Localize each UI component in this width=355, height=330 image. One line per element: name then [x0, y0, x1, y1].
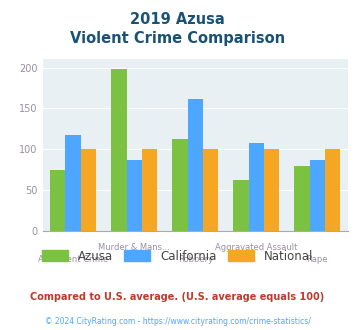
Bar [203, 149, 218, 231]
Bar [126, 160, 142, 231]
Bar [188, 99, 203, 231]
Bar [234, 180, 248, 231]
Bar [111, 69, 126, 231]
Text: © 2024 CityRating.com - https://www.cityrating.com/crime-statistics/: © 2024 CityRating.com - https://www.city… [45, 317, 310, 326]
Text: Robbery: Robbery [178, 255, 213, 264]
Text: Violent Crime Comparison: Violent Crime Comparison [70, 31, 285, 46]
Legend: Azusa, California, National: Azusa, California, National [39, 246, 316, 266]
Text: Aggravated Assault: Aggravated Assault [215, 243, 297, 252]
Text: Rape: Rape [307, 255, 328, 264]
Text: Compared to U.S. average. (U.S. average equals 100): Compared to U.S. average. (U.S. average … [31, 292, 324, 302]
Bar [248, 143, 264, 231]
Bar [50, 170, 66, 231]
Bar [142, 149, 157, 231]
Bar [294, 166, 310, 231]
Bar [81, 149, 96, 231]
Text: Murder & Mans...: Murder & Mans... [98, 243, 170, 252]
Bar [173, 140, 187, 231]
Bar [66, 135, 81, 231]
Bar [264, 149, 279, 231]
Text: 2019 Azusa: 2019 Azusa [130, 12, 225, 26]
Bar [310, 160, 325, 231]
Text: All Violent Crime: All Violent Crime [38, 255, 108, 264]
Bar [325, 149, 340, 231]
